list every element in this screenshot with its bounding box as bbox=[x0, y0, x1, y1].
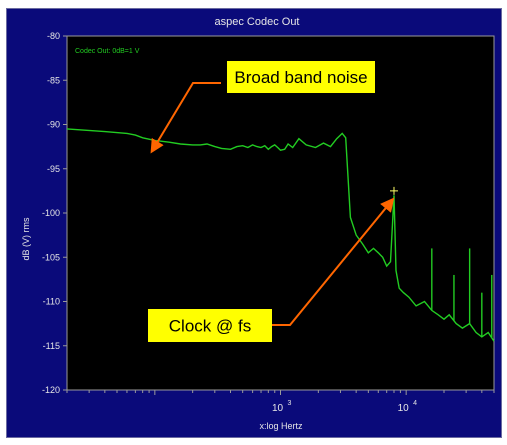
y-axis-label: dB (V) rms bbox=[21, 217, 31, 261]
y-tick-label: -115 bbox=[43, 341, 60, 351]
x-tick-label: 10 bbox=[398, 403, 410, 414]
x-tick-exponent: 3 bbox=[288, 400, 292, 407]
chart-svg: aspec Codec Out Codec Out: 0dB=1 V -80-8… bbox=[7, 9, 503, 439]
x-axis: 10 3 10 4 bbox=[67, 390, 494, 414]
chart-window: aspec Codec Out Codec Out: 0dB=1 V -80 -8… bbox=[6, 8, 502, 438]
y-tick-label: -95 bbox=[47, 164, 60, 174]
y-tick-label: -85 bbox=[47, 75, 60, 85]
y-tick-label: -100 bbox=[42, 208, 60, 218]
y-tick-label: -80 bbox=[47, 31, 60, 41]
chart-title: aspec Codec Out bbox=[215, 16, 300, 28]
y-tick-label: -90 bbox=[47, 120, 60, 130]
y-tick-label: -110 bbox=[43, 297, 60, 307]
codec-label: Codec Out: 0dB=1 V bbox=[75, 48, 140, 55]
y-tick-label: -105 bbox=[42, 252, 60, 262]
x-axis-label: x:log Hertz bbox=[259, 421, 303, 431]
annotation-text: Broad band noise bbox=[234, 68, 367, 87]
annotation-text: Clock @ fs bbox=[169, 317, 251, 336]
y-axis: -80 -85 -90 -95 -100 -105 -110 -115 -120 bbox=[42, 31, 67, 395]
x-tick-exponent: 4 bbox=[413, 400, 417, 407]
x-tick-label: 10 bbox=[272, 403, 284, 414]
y-tick-label: -120 bbox=[42, 385, 60, 395]
